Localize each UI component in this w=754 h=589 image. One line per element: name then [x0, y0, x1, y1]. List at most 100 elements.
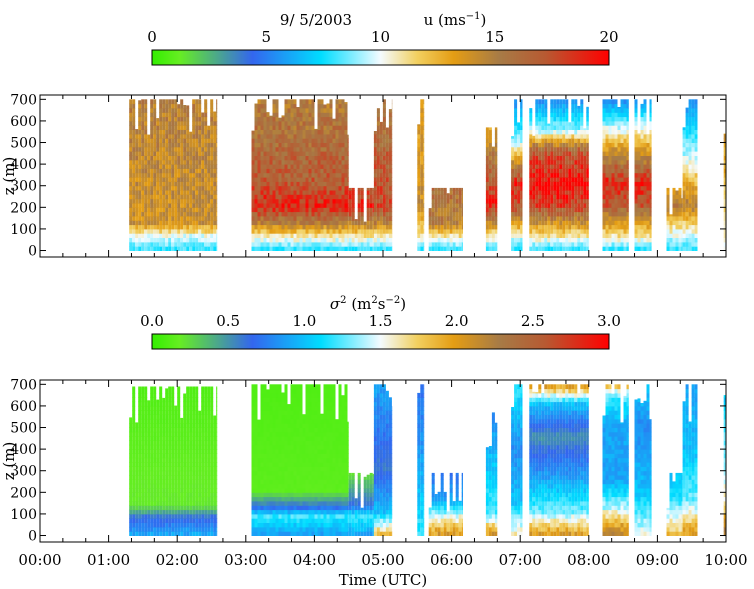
heatmap-cell — [147, 159, 151, 165]
heatmap-cell — [428, 233, 432, 238]
heatmap-cell — [201, 224, 205, 230]
heatmap-cell — [135, 462, 139, 467]
heatmap-cell — [317, 133, 321, 139]
heatmap-cell — [376, 203, 380, 208]
heatmap-cell — [141, 393, 145, 398]
heatmap-cell — [171, 241, 175, 247]
heatmap-cell — [458, 237, 462, 243]
heatmap-cell — [577, 151, 581, 156]
heatmap-cell — [347, 246, 349, 251]
heatmap-cell — [162, 129, 166, 135]
heatmap-cell — [332, 185, 336, 191]
heatmap-cell — [428, 246, 432, 251]
heatmap-cell — [153, 146, 157, 152]
heatmap-cell — [186, 185, 190, 191]
heatmap-cell — [168, 116, 172, 122]
heatmap-cell — [183, 172, 187, 178]
heatmap-cell — [266, 168, 270, 174]
heatmap-cell — [144, 386, 148, 390]
heatmap-cell — [363, 221, 367, 226]
heatmap-cell — [388, 216, 392, 221]
heatmap-cell — [317, 116, 321, 122]
heatmap-cell — [281, 125, 285, 130]
heatmap-cell — [132, 496, 136, 502]
heatmap-cell — [580, 241, 584, 247]
heatmap-cell — [488, 181, 492, 187]
heatmap-cell — [278, 181, 282, 187]
heatmap-cell — [550, 151, 554, 156]
heatmap-cell — [547, 228, 551, 234]
heatmap-cell — [186, 241, 190, 247]
heatmap-cell — [138, 164, 142, 169]
heatmap-cell — [376, 246, 380, 251]
heatmap-cell — [162, 120, 166, 126]
heatmap-cell — [694, 168, 698, 174]
heatmap-cell — [682, 133, 686, 139]
heatmap-cell — [317, 112, 321, 118]
heatmap-cell — [341, 207, 345, 213]
heatmap-cell — [420, 168, 424, 174]
heatmap-cell — [141, 168, 145, 174]
heatmap-cell — [335, 99, 339, 105]
heatmap-cell — [156, 475, 160, 480]
heatmap-cell — [550, 120, 554, 126]
heatmap-cell — [138, 526, 142, 532]
heatmap-cell — [586, 181, 589, 187]
heatmap-cell — [165, 496, 169, 502]
heatmap-cell — [180, 116, 184, 122]
heatmap-cell — [216, 181, 218, 187]
heatmap-cell — [284, 190, 288, 195]
heatmap-cell — [132, 397, 136, 403]
heatmap-cell — [341, 112, 345, 118]
heatmap-cell — [308, 190, 312, 195]
heatmap-cell — [547, 216, 551, 221]
heatmap-cell — [559, 138, 563, 143]
heatmap-cell — [565, 207, 569, 213]
heatmap-cell — [254, 112, 258, 118]
heatmap-cell — [646, 233, 650, 238]
heatmap-cell — [141, 120, 145, 126]
heatmap-cell — [198, 146, 202, 152]
heatmap-cell — [162, 466, 166, 472]
heatmap-cell — [132, 423, 136, 428]
heatmap-cell — [275, 138, 279, 143]
heatmap-cell — [681, 198, 683, 200]
heatmap-cell — [382, 194, 386, 200]
heatmap-cell — [192, 103, 196, 109]
heatmap-cell — [344, 194, 348, 200]
heatmap-cell — [541, 207, 545, 213]
heatmap-cell — [144, 216, 148, 221]
heatmap-cell — [385, 129, 389, 135]
heatmap-cell — [189, 146, 193, 152]
heatmap-cell — [296, 159, 300, 165]
heatmap-cell — [177, 116, 181, 122]
heatmap-cell — [183, 112, 187, 118]
heatmap-cell — [132, 146, 136, 152]
heatmap-cell — [617, 233, 621, 238]
heatmap-cell — [443, 211, 447, 217]
heatmap-cell — [251, 177, 255, 182]
heatmap-cell — [550, 224, 554, 230]
heatmap-cell — [529, 164, 533, 169]
heatmap-cell — [165, 228, 169, 234]
heatmap-cell — [420, 224, 424, 230]
heatmap-cell — [640, 120, 644, 126]
heatmap-cell — [347, 198, 349, 204]
heatmap-cell — [382, 224, 386, 230]
heatmap-cell — [278, 142, 282, 148]
heatmap-cell — [428, 216, 432, 221]
heatmap-cell — [577, 120, 581, 126]
heatmap-cell — [332, 168, 336, 174]
heatmap-cell — [147, 509, 151, 515]
heatmap-cell — [144, 388, 148, 394]
heatmap-cell — [323, 112, 327, 118]
heatmap-cell — [296, 233, 300, 238]
heatmap-cell — [165, 522, 169, 528]
heatmap-cell — [449, 187, 453, 191]
heatmap-cell — [637, 207, 641, 213]
heatmap-cell — [302, 203, 306, 208]
heatmap-cell — [646, 177, 650, 182]
heatmap-cell — [210, 190, 214, 195]
heatmap-cell — [192, 185, 196, 191]
heatmap-cell — [162, 220, 166, 226]
